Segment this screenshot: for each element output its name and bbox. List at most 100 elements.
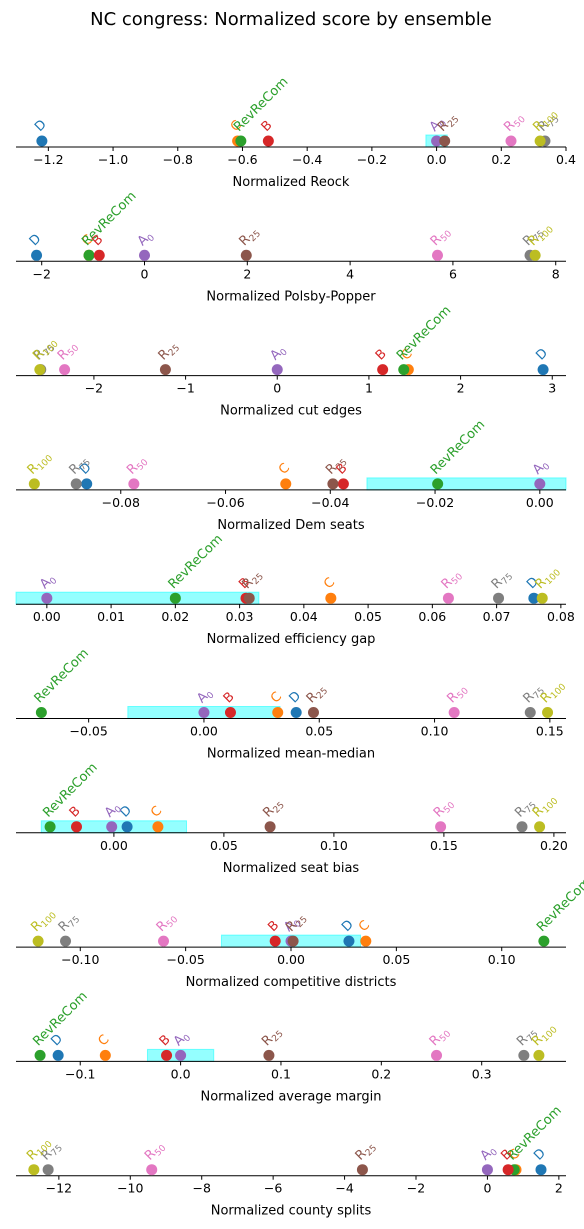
x-tick-label: 0.05 [354,609,382,624]
x-tick-label: −4 [335,1181,353,1196]
panel-9: −12 −10 −8 −6 −4 −2 0 2 Normalized county splits… [16,1103,566,1219]
x-tick-label: 0.02 [161,609,189,624]
point-label-r50: R50 [124,452,151,479]
panel-3: −0.08 −0.06 −0.04 −0.02 0.00 Normalized Dem s… [16,417,567,533]
chart-title: NC congress: Normalized score by ensembl… [90,9,492,30]
point-r100 [533,1049,545,1061]
x-tick-label: 0.0 [171,1066,191,1081]
x-tick-label: −0.08 [102,495,140,510]
x-tick-label: 8 [552,266,560,281]
point-d [343,935,355,947]
point-label-a0: A0 [267,342,290,365]
point-d [31,249,43,261]
point-label-b: B [67,804,84,821]
x-tick-label: −0.04 [311,495,349,510]
point-label-subscript: 100 [36,453,55,472]
point-revrecom [398,364,410,376]
point-r75 [524,707,536,718]
point-label-r100: R100 [28,906,59,937]
x-tick-label: −10 [117,1181,143,1196]
x-tick-label: −0.05 [166,952,204,967]
point-label-c: C [148,804,165,821]
panel-7: −0.10 −0.05 0.00 0.05 0.10 Normalized competi… [16,875,584,990]
point-label-text: B [221,689,238,706]
point-label-subscript: 0 [541,462,552,473]
point-label-subscript: 100 [40,911,59,930]
x-tick-label: −2 [85,381,103,396]
x-axis-label: Normalized efficiency gap [207,632,376,647]
point-label-r50: R50 [431,795,458,822]
point-r100 [536,592,548,604]
point-label-r25: R25 [353,1138,380,1165]
x-tick-label: 0.0 [427,152,447,167]
point-label-subscript: 0 [113,804,124,815]
point-label-r75: R75 [56,910,83,937]
point-r100 [32,935,44,947]
point-label-subscript: 0 [292,919,303,930]
point-label-text: B [373,347,390,364]
point-label-r25: R25 [260,796,287,823]
x-tick-label: −2 [32,266,50,281]
panel-4: 0.00 0.01 0.02 0.03 0.04 0.05 0.06 0.07 0.08 Norm… [15,532,575,647]
x-tick-label: 0 [141,266,149,281]
x-axis-label: Normalized Dem seats [217,518,364,533]
point-label-r25: R25 [259,1024,286,1051]
point-label-c: C [276,461,293,478]
point-label-d: D [27,231,45,249]
point-label-r100: R100 [30,334,61,365]
point-a0 [198,707,210,718]
point-d [36,135,48,147]
point-d [121,821,133,833]
x-tick-label: 0.10 [421,724,449,739]
point-r75 [42,1164,54,1176]
x-tick-label: 2 [243,266,251,281]
x-tick-label: 0.06 [418,609,446,624]
point-label-r50: R50 [428,224,455,251]
point-label-text: C [356,918,373,935]
x-axis-label: Normalized Reock [233,175,350,190]
x-tick-label: −0.05 [69,724,107,739]
x-tick-label: 0.1 [271,1066,291,1081]
point-r75 [60,935,72,947]
point-label-r75: R75 [489,567,516,594]
point-label-subscript: 0 [205,690,216,701]
point-label-text: B [265,918,282,935]
point-r25 [356,1164,368,1176]
x-tick-label: 0.2 [371,1066,391,1081]
point-r50 [59,364,71,376]
point-r100 [28,1164,40,1176]
point-label-text: B [67,804,84,821]
point-r100 [542,707,554,718]
point-r100 [534,135,546,147]
point-label-subscript: 100 [541,796,560,815]
point-label-revrecom: RevReCom [79,189,139,249]
point-label-subscript: 100 [537,225,556,244]
x-tick-label: 0.15 [536,724,564,739]
point-label-b: B [221,689,238,706]
x-tick-label: −1.0 [98,152,128,167]
point-label-r50: R50 [439,567,466,594]
point-label-a0: A0 [194,685,217,708]
point-label-text: RevReCom [534,875,584,935]
point-label-d: D [32,117,50,135]
point-label-d: D [339,917,357,935]
point-r25 [307,707,319,718]
point-label-b: B [373,347,390,364]
point-r25 [240,249,252,261]
point-a0 [139,249,151,261]
x-tick-label: 0.07 [483,609,511,624]
point-label-text: C [276,461,293,478]
x-tick-label: −0.10 [61,952,99,967]
point-label-a0: A0 [37,571,60,594]
point-label-revrecom: RevReCom [166,532,226,592]
point-r25 [263,1049,275,1061]
x-tick-label: 0.4 [556,152,576,167]
point-a0 [534,478,546,490]
point-b [337,478,349,490]
point-d [528,592,540,604]
point-label-r50: R50 [55,338,82,365]
point-r100 [529,249,541,261]
point-label-text: D [286,689,304,707]
x-tick-label: 2 [555,1181,563,1196]
